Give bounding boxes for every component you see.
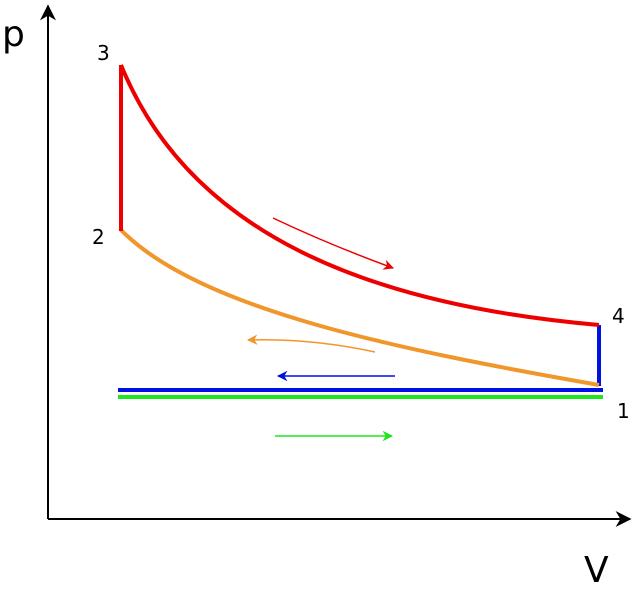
point-label: 1 [617, 399, 630, 423]
point-label: 4 [612, 304, 625, 328]
point-label: 3 [97, 41, 110, 65]
x-axis-label: V [584, 550, 609, 591]
arrow [246, 334, 376, 353]
compression-curve [119, 228, 600, 387]
point-label: 2 [92, 225, 105, 249]
expansion-curve [119, 64, 600, 327]
y-axis-label: p [2, 14, 25, 55]
arrow [272, 217, 394, 270]
